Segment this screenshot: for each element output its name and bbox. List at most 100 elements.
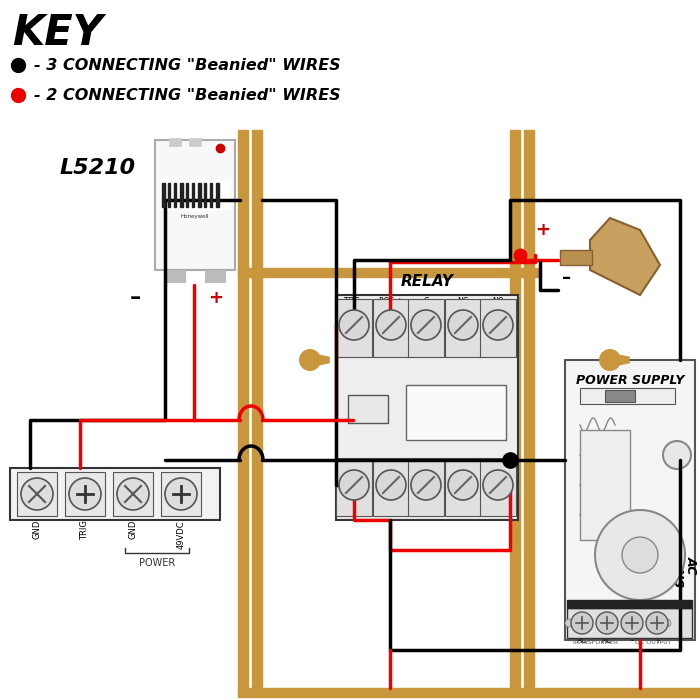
Bar bbox=[204, 183, 206, 207]
Bar bbox=[480, 299, 516, 357]
Bar bbox=[510, 130, 520, 690]
Text: AC: AC bbox=[602, 636, 612, 645]
Bar bbox=[162, 183, 165, 207]
Bar bbox=[180, 183, 183, 207]
Circle shape bbox=[571, 612, 593, 634]
Circle shape bbox=[663, 619, 671, 627]
Bar bbox=[373, 299, 409, 357]
Circle shape bbox=[646, 612, 668, 634]
Circle shape bbox=[621, 612, 643, 634]
Circle shape bbox=[565, 619, 573, 627]
Bar bbox=[580, 430, 630, 540]
Text: PTC: PTC bbox=[677, 444, 683, 456]
Circle shape bbox=[376, 470, 406, 500]
Bar bbox=[336, 295, 518, 520]
Bar bbox=[155, 140, 235, 270]
Text: TRG -: TRG - bbox=[344, 298, 365, 307]
Text: +: + bbox=[535, 221, 550, 239]
Bar bbox=[580, 388, 675, 404]
Circle shape bbox=[339, 310, 369, 340]
Text: GND: GND bbox=[129, 520, 137, 540]
Text: +: + bbox=[208, 289, 223, 307]
Bar bbox=[10, 468, 220, 520]
Text: GND: GND bbox=[32, 520, 41, 540]
Text: TRG +: TRG + bbox=[342, 505, 366, 514]
Bar bbox=[567, 600, 692, 608]
Bar bbox=[169, 138, 181, 146]
Circle shape bbox=[165, 478, 197, 510]
Text: Honeywell: Honeywell bbox=[181, 214, 209, 219]
Bar bbox=[65, 472, 105, 516]
Circle shape bbox=[411, 470, 441, 500]
Polygon shape bbox=[308, 352, 330, 368]
Bar bbox=[205, 270, 225, 282]
Circle shape bbox=[376, 310, 406, 340]
Text: POWER: POWER bbox=[139, 558, 175, 568]
Circle shape bbox=[622, 537, 658, 573]
Bar bbox=[373, 458, 409, 516]
Text: NEG -: NEG - bbox=[380, 505, 402, 514]
Bar bbox=[168, 183, 169, 207]
Bar bbox=[198, 183, 201, 207]
Polygon shape bbox=[560, 250, 592, 265]
Polygon shape bbox=[608, 352, 630, 368]
Bar bbox=[524, 130, 534, 690]
Circle shape bbox=[411, 310, 441, 340]
Bar bbox=[408, 458, 444, 516]
Text: DC OUTPUT: DC OUTPUT bbox=[635, 640, 671, 645]
Bar bbox=[238, 688, 700, 697]
Text: TRIG: TRIG bbox=[80, 520, 90, 540]
Circle shape bbox=[596, 612, 618, 634]
Bar bbox=[174, 183, 176, 207]
Text: - 3 CONNECTING "Beanied" WIRES: - 3 CONNECTING "Beanied" WIRES bbox=[34, 57, 341, 73]
Text: - 2 CONNECTING "Beanied" WIRES: - 2 CONNECTING "Beanied" WIRES bbox=[34, 88, 341, 102]
Bar bbox=[565, 360, 695, 640]
Text: -: - bbox=[631, 636, 634, 645]
Text: 6V: 6V bbox=[583, 393, 592, 399]
Bar bbox=[113, 472, 153, 516]
Text: KEY: KEY bbox=[12, 12, 103, 54]
Circle shape bbox=[69, 478, 101, 510]
Bar bbox=[210, 183, 211, 207]
Bar bbox=[605, 390, 635, 402]
Circle shape bbox=[117, 478, 149, 510]
Bar bbox=[17, 472, 57, 516]
Circle shape bbox=[448, 310, 478, 340]
Bar bbox=[161, 472, 201, 516]
Text: AC
TRANS: AC TRANS bbox=[670, 541, 698, 589]
Bar bbox=[567, 608, 692, 638]
Bar bbox=[408, 299, 444, 357]
Text: 6V: 6V bbox=[660, 393, 669, 399]
Text: AC: AC bbox=[577, 636, 587, 645]
Bar bbox=[189, 138, 201, 146]
Circle shape bbox=[483, 470, 513, 500]
Bar bbox=[186, 183, 188, 207]
Circle shape bbox=[21, 478, 53, 510]
Bar bbox=[348, 395, 388, 423]
Text: POS +: POS + bbox=[379, 298, 403, 307]
Bar bbox=[160, 180, 230, 210]
Bar bbox=[336, 458, 372, 516]
Text: NC: NC bbox=[458, 298, 468, 307]
Text: L5210: L5210 bbox=[60, 158, 136, 178]
Circle shape bbox=[595, 510, 685, 600]
Bar bbox=[216, 183, 219, 207]
Circle shape bbox=[599, 349, 621, 371]
Text: C: C bbox=[424, 505, 428, 514]
Bar bbox=[480, 458, 516, 516]
Bar bbox=[238, 268, 538, 277]
Text: RBSNTTL: RBSNTTL bbox=[428, 407, 484, 417]
Bar bbox=[445, 299, 481, 357]
Bar bbox=[238, 130, 248, 690]
Circle shape bbox=[339, 470, 369, 500]
Bar bbox=[192, 183, 193, 207]
Text: –: – bbox=[130, 288, 141, 308]
Bar bbox=[406, 385, 506, 440]
Bar bbox=[165, 270, 185, 282]
Polygon shape bbox=[590, 218, 660, 295]
Text: NO: NO bbox=[492, 505, 504, 514]
Circle shape bbox=[299, 349, 321, 371]
Circle shape bbox=[448, 470, 478, 500]
Text: NO: NO bbox=[492, 298, 504, 307]
Bar bbox=[336, 299, 372, 357]
